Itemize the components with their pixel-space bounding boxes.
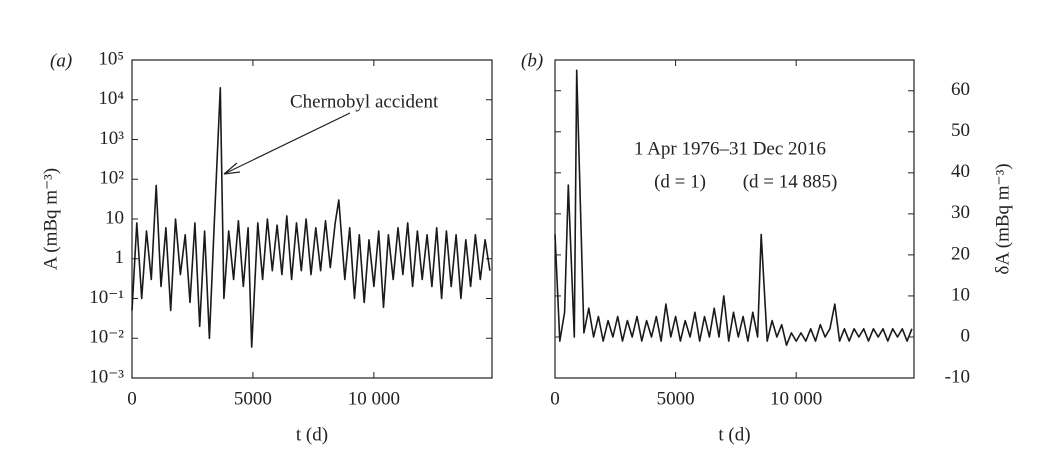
y-tick-label: 10⁴ [98,88,124,109]
x-tick-label: 5000 [657,388,695,409]
annotation-arrow [223,112,351,175]
y-tick-label: 10⁻² [89,327,124,348]
y-tick-label: 10⁻³ [89,366,124,387]
y-tick-label: 10 [105,207,124,228]
annotation: (d = 14 885) [743,171,838,192]
y-tick-label: 1 [115,247,125,268]
x-tick-label: 10 000 [770,388,822,409]
panel-label: (a) [50,50,72,71]
data-line [554,69,913,346]
y-tick-label: 0 [961,325,971,346]
arrow-head [223,162,241,175]
y-tick-label: 40 [951,161,970,182]
annotation: (d = 1) [654,171,706,192]
y-tick-label: -10 [945,366,970,387]
y-tick-label: 10⁵ [98,48,124,69]
x-axis-label: t (d) [718,424,750,445]
panel-label: (b) [521,50,543,71]
x-tick-label: 5000 [234,388,272,409]
y-tick-label: 10⁻¹ [89,287,124,308]
y-tick-label: 10³ [99,128,124,149]
y-tick-label: 20 [951,243,970,264]
y-tick-label: 10² [99,168,124,189]
y-tick-label: 10 [951,284,970,305]
data-line [131,87,491,348]
x-axis-label: t (d) [296,424,328,445]
y-axis-label: A (mBq m⁻³) [40,168,61,270]
y-tick-label: 50 [951,120,970,141]
annotation: 1 Apr 1976–31 Dec 2016 [634,138,826,159]
x-tick-label: 0 [550,388,560,409]
plot-frame [554,59,915,379]
annotation: Chernobyl accident [290,91,439,112]
x-tick-label: 10 000 [348,388,400,409]
y-tick-label: 60 [951,79,970,100]
y-axis-label: δA (mBq m⁻³) [992,163,1013,274]
x-tick-label: 0 [127,388,137,409]
y-tick-label: 30 [951,202,970,223]
